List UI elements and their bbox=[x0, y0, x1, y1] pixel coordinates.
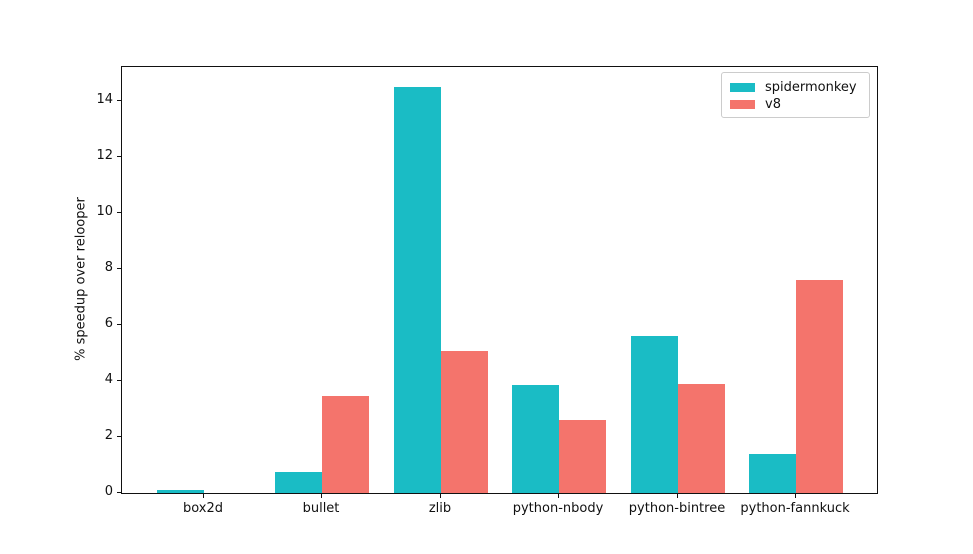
bar-spidermonkey-bullet bbox=[275, 472, 322, 493]
y-tick-label: 14 bbox=[96, 92, 113, 107]
plot-area bbox=[121, 66, 878, 494]
y-tick-mark bbox=[117, 324, 121, 325]
x-tick-mark bbox=[203, 494, 204, 498]
y-tick-mark bbox=[117, 100, 121, 101]
x-tick-label-python-bintree: python-bintree bbox=[628, 501, 726, 516]
y-tick-label: 0 bbox=[104, 484, 113, 499]
bar-spidermonkey-zlib bbox=[393, 87, 441, 493]
x-tick-label-bullet: bullet bbox=[302, 501, 340, 516]
y-tick-mark bbox=[117, 436, 121, 437]
x-tick-mark bbox=[558, 494, 559, 498]
bar-spidermonkey-python-fannkuck bbox=[749, 454, 796, 493]
legend-label-spidermonkey: spidermonkey bbox=[765, 80, 857, 95]
bar-v8-zlib bbox=[440, 351, 488, 493]
y-tick-mark bbox=[117, 212, 121, 213]
x-tick-label-box2d: box2d bbox=[182, 501, 224, 516]
bar-v8-python-fannkuck bbox=[796, 280, 843, 493]
bar-v8-bullet bbox=[322, 396, 369, 493]
legend-swatch-v8 bbox=[730, 100, 755, 109]
y-tick-mark bbox=[117, 156, 121, 157]
x-tick-mark bbox=[321, 494, 322, 498]
y-tick-label: 8 bbox=[104, 260, 113, 275]
x-tick-label-zlib: zlib bbox=[428, 501, 452, 516]
bar-spidermonkey-python-bintree bbox=[630, 336, 678, 493]
x-tick-mark bbox=[440, 494, 441, 498]
y-axis-label: % speedup over relooper bbox=[73, 197, 89, 361]
y-tick-mark bbox=[117, 268, 121, 269]
legend-item-v8: v8 bbox=[730, 96, 861, 113]
bar-spidermonkey-python-nbody bbox=[512, 385, 559, 493]
y-tick-mark bbox=[117, 492, 121, 493]
y-tick-label: 6 bbox=[104, 316, 113, 331]
y-tick-mark bbox=[117, 380, 121, 381]
legend-swatch-spidermonkey bbox=[730, 83, 755, 92]
y-tick-label: 4 bbox=[104, 372, 113, 387]
x-tick-label-python-nbody: python-nbody bbox=[512, 501, 604, 516]
y-tick-label: 2 bbox=[104, 428, 113, 443]
legend: spidermonkey v8 bbox=[721, 72, 870, 118]
x-tick-mark bbox=[677, 494, 678, 498]
bar-spidermonkey-box2d bbox=[156, 490, 204, 493]
y-tick-label: 12 bbox=[96, 148, 113, 163]
legend-label-v8: v8 bbox=[765, 97, 781, 112]
bar-v8-python-bintree bbox=[677, 384, 725, 493]
bar-v8-python-nbody bbox=[559, 420, 606, 493]
y-tick-label: 10 bbox=[96, 204, 113, 219]
x-tick-label-python-fannkuck: python-fannkuck bbox=[740, 501, 850, 516]
legend-item-spidermonkey: spidermonkey bbox=[730, 79, 861, 96]
x-tick-mark bbox=[795, 494, 796, 498]
